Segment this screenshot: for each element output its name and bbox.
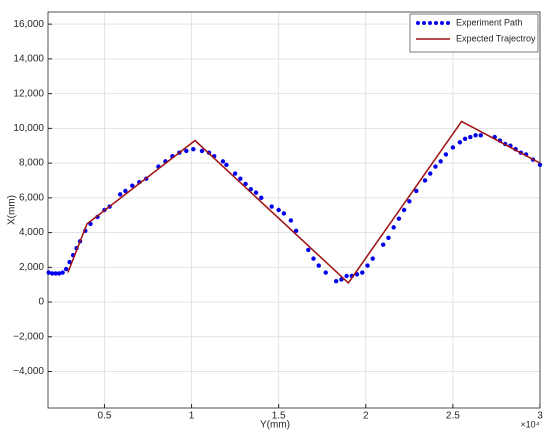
data-point <box>473 133 478 138</box>
legend-marker <box>446 21 450 25</box>
data-point <box>428 171 433 176</box>
data-point <box>370 256 375 261</box>
data-point <box>248 186 253 192</box>
data-point <box>323 270 328 275</box>
data-point <box>391 225 396 230</box>
x-tick-label: 2.5 <box>446 411 460 422</box>
data-point <box>67 259 72 265</box>
data-point <box>56 271 62 276</box>
legend-marker <box>422 21 426 25</box>
data-point <box>396 216 402 221</box>
data-point <box>311 256 316 261</box>
data-point <box>117 192 123 197</box>
y-tick-label: −4,000 <box>13 366 44 377</box>
plot-frame <box>47 11 541 409</box>
legend-label: Experiment Path <box>456 17 523 27</box>
data-point <box>422 178 428 183</box>
data-point <box>123 188 128 194</box>
y-tick-label: 6,000 <box>19 192 44 203</box>
data-point <box>386 235 391 240</box>
data-point <box>288 218 294 223</box>
y-tick-label: 14,000 <box>13 54 44 65</box>
data-point <box>414 188 419 194</box>
y-tick-label: −2,000 <box>13 331 44 342</box>
legend-box <box>409 13 539 53</box>
data-point <box>53 271 58 276</box>
data-point <box>232 171 238 176</box>
y-tick-label: 2,000 <box>19 262 44 273</box>
data-point <box>407 199 412 204</box>
data-line <box>67 120 541 285</box>
y-tick-label: 12,000 <box>13 88 44 99</box>
data-point <box>49 271 55 276</box>
y-tick-label: 0 <box>38 297 44 308</box>
legend-marker <box>440 21 444 25</box>
data-point <box>306 247 311 253</box>
data-point <box>276 207 281 213</box>
data-point <box>333 279 339 284</box>
data-point <box>191 147 196 152</box>
data-point <box>462 136 468 141</box>
data-point <box>316 263 321 268</box>
data-point <box>281 211 287 216</box>
data-point <box>468 134 473 140</box>
data-point <box>450 145 456 150</box>
x-tick-label: 1.5 <box>272 411 286 422</box>
data-point <box>457 140 463 145</box>
x-tick-label: 3 <box>537 411 543 422</box>
data-point <box>224 162 229 168</box>
data-point <box>130 183 135 188</box>
y-tick-label: 8,000 <box>19 158 44 169</box>
data-point <box>259 195 264 201</box>
data-point <box>293 228 299 234</box>
y-tick-label: 10,000 <box>13 123 44 134</box>
x-axis-label: Y(mm) <box>260 420 290 431</box>
data-point <box>60 270 65 275</box>
data-point <box>46 270 51 275</box>
data-point <box>238 176 243 181</box>
legend-marker <box>428 21 432 25</box>
data-point <box>438 159 443 164</box>
data-point <box>478 133 483 138</box>
x-tick-label: 2 <box>363 411 369 422</box>
data-point <box>381 242 386 247</box>
y-axis-label: X(mm) <box>7 195 18 225</box>
y-tick-label: 16,000 <box>13 19 44 30</box>
data-point <box>220 159 226 164</box>
data-point <box>433 164 438 169</box>
legend-marker <box>416 21 420 25</box>
data-point <box>443 152 449 157</box>
data-point <box>401 207 407 213</box>
data-point <box>184 148 189 154</box>
legend-marker <box>434 21 438 25</box>
data-point <box>243 181 248 187</box>
data-point <box>365 263 370 268</box>
x-multiplier: ×10⁴ <box>520 419 539 429</box>
legend-label: Expected Trajectroy <box>456 33 536 43</box>
data-point <box>344 273 349 279</box>
data-point <box>199 148 205 154</box>
data-point <box>537 162 543 168</box>
data-point <box>63 266 69 272</box>
y-tick-label: 4,000 <box>19 227 44 238</box>
data-point <box>360 270 365 275</box>
data-point <box>269 204 274 209</box>
x-tick-label: 0.5 <box>97 411 111 422</box>
data-point <box>253 190 259 195</box>
x-tick-label: 1 <box>189 411 195 422</box>
